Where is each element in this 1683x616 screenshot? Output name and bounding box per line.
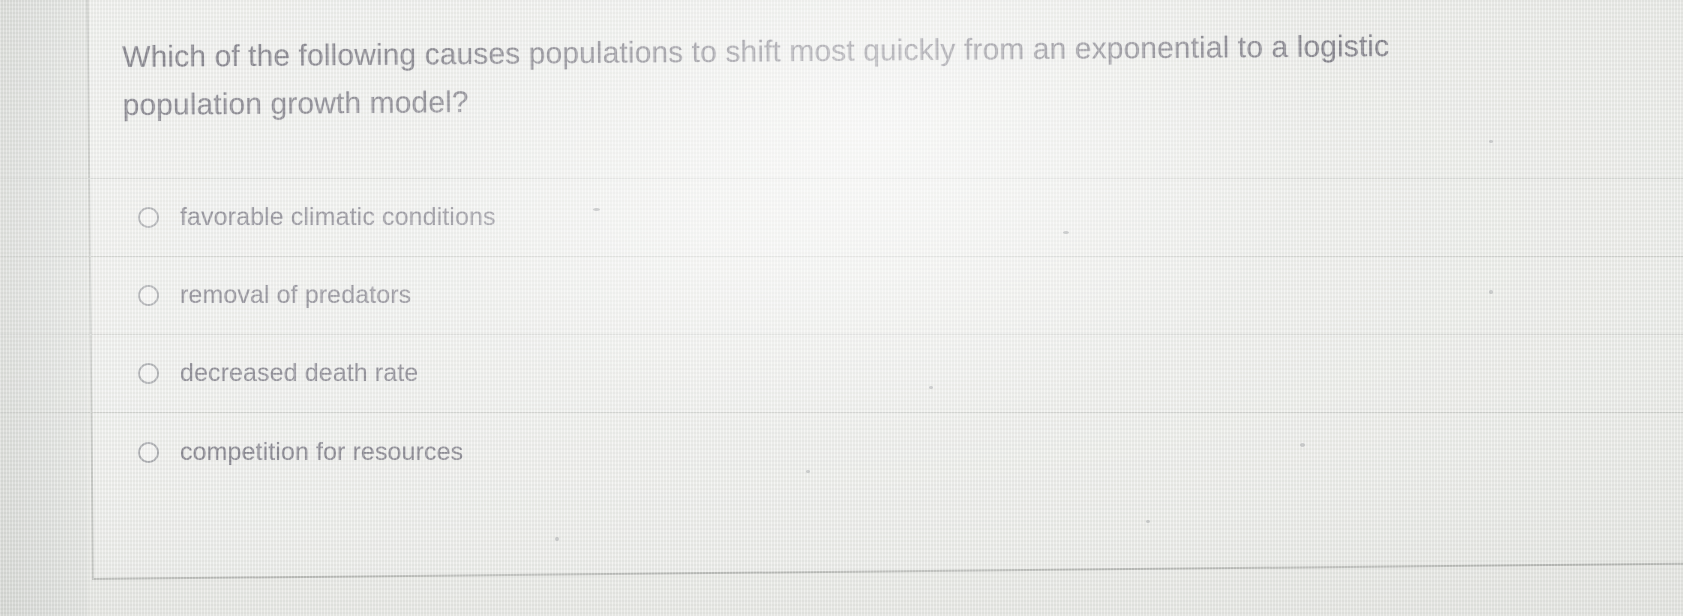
radio-unchecked-icon[interactable] (138, 285, 159, 306)
answer-option-2[interactable]: removal of predators (0, 256, 1683, 334)
answer-option-3[interactable]: decreased death rate (0, 334, 1683, 412)
answer-option-4[interactable]: competition for resources (0, 412, 1683, 492)
answer-option-label: favorable climatic conditions (180, 203, 496, 231)
answer-option-1[interactable]: favorable climatic conditions (0, 178, 1683, 256)
radio-unchecked-icon[interactable] (138, 442, 159, 463)
answer-option-label: competition for resources (180, 438, 464, 466)
answer-option-label: removal of predators (180, 281, 412, 309)
left-margin-strip (0, 0, 88, 616)
answer-options-list: favorable climatic conditions removal of… (0, 178, 1683, 492)
answer-option-label: decreased death rate (180, 359, 419, 387)
question-text: Which of the following causes population… (122, 29, 1390, 122)
radio-unchecked-icon[interactable] (138, 363, 159, 384)
radio-unchecked-icon[interactable] (138, 207, 159, 228)
